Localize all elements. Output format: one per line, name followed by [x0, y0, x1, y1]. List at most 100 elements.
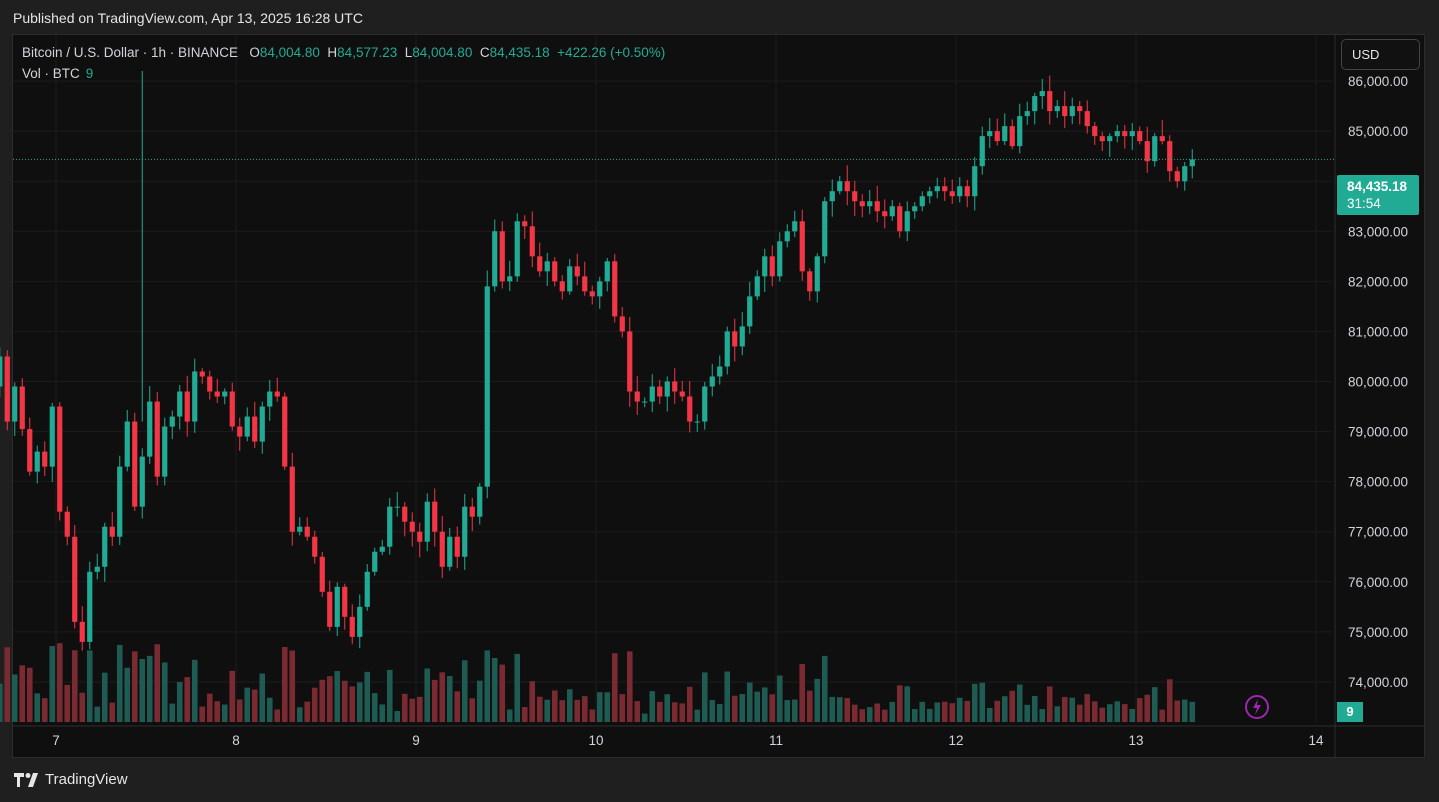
volume-bar — [169, 703, 176, 722]
candle-body — [484, 286, 490, 487]
candle-body — [912, 206, 918, 212]
tradingview-logo[interactable]: TradingView — [14, 771, 128, 788]
candle-body — [1114, 131, 1120, 137]
tradingview-logo-icon — [14, 772, 38, 787]
candle-body — [687, 396, 693, 422]
y-tick-label: 86,000.00 — [1348, 74, 1408, 89]
candle-body — [499, 231, 505, 282]
y-tick-label: 81,000.00 — [1348, 324, 1408, 339]
candle-body — [1002, 126, 1008, 142]
candle-body — [387, 506, 393, 547]
volume-bar — [1024, 704, 1031, 722]
candle-body — [244, 416, 250, 437]
lightning-icon — [1245, 695, 1269, 719]
volume-bar — [229, 670, 236, 722]
volume-bar — [0, 683, 3, 722]
volume-bar — [566, 689, 573, 722]
candle-body — [192, 371, 198, 422]
volume-bar — [544, 699, 551, 722]
y-tick-label: 78,000.00 — [1348, 475, 1408, 490]
candle-body — [739, 326, 745, 347]
candle-body — [529, 226, 535, 257]
volume-bar — [754, 691, 761, 722]
volume-bar — [739, 694, 746, 722]
volume-bar — [454, 691, 461, 722]
volume-bar — [626, 651, 633, 722]
volume-bar — [836, 697, 843, 722]
candle-body — [889, 206, 895, 217]
volume-bar — [1174, 700, 1181, 722]
volume-bar — [926, 708, 933, 722]
volume-bar — [221, 704, 228, 722]
symbol-title[interactable]: Bitcoin / U.S. Dollar · 1h · BINANCE — [22, 45, 239, 60]
candle-body — [537, 256, 543, 272]
volume-bar — [49, 646, 56, 722]
candle-body — [1159, 136, 1165, 142]
candle-body — [34, 451, 40, 472]
volume-bar — [1129, 708, 1136, 722]
volume-bar — [491, 657, 498, 722]
last-volume-label: 9 — [1337, 702, 1363, 722]
volume-bar — [559, 700, 566, 722]
volume-bar — [431, 679, 438, 722]
volume-bar — [941, 701, 948, 722]
candle-body — [1009, 126, 1015, 147]
low-value: 84,004.80 — [412, 45, 473, 60]
candle-body — [477, 486, 483, 517]
candle-body — [979, 136, 985, 167]
volume-bar — [919, 701, 926, 722]
volume-bar — [56, 643, 63, 722]
candle-body — [552, 261, 558, 282]
volume-bar — [281, 646, 288, 722]
candle-body — [49, 406, 55, 467]
x-tick-label: 7 — [52, 733, 60, 748]
volume-bar — [139, 658, 146, 722]
volume-bar — [964, 700, 971, 722]
y-tick-label: 76,000.00 — [1348, 575, 1408, 590]
volume-bar — [409, 698, 416, 722]
last-price-label: 84,435.18 31:54 — [1337, 175, 1419, 215]
candle-body — [282, 396, 288, 467]
candle-body — [507, 276, 513, 282]
volume-bar — [851, 704, 858, 722]
currency-button[interactable]: USD — [1341, 39, 1420, 70]
volume-bar — [521, 707, 528, 722]
candle-body — [304, 526, 310, 537]
candle-body — [1137, 131, 1143, 142]
y-tick-label: 82,000.00 — [1348, 274, 1408, 289]
volume-bar — [679, 703, 686, 722]
candle-body — [1189, 159, 1195, 167]
volume-bar — [634, 701, 641, 722]
volume-bar — [716, 704, 723, 722]
volume-bar — [424, 668, 431, 722]
x-tick-label: 8 — [232, 733, 240, 748]
candle-body — [72, 536, 78, 622]
candle-body — [214, 391, 220, 397]
candle-body — [102, 526, 108, 567]
volume-label[interactable]: Vol · BTC — [22, 66, 80, 81]
candle-body — [439, 531, 445, 567]
candle-body — [867, 201, 873, 207]
candle-body — [462, 506, 468, 557]
candle-body — [807, 271, 813, 292]
candle-body — [1129, 131, 1135, 137]
candle-body — [357, 606, 363, 637]
volume-bar — [889, 701, 896, 722]
candle-body — [859, 201, 865, 207]
volume-bar — [379, 704, 386, 722]
candle-body — [657, 386, 663, 397]
volume-bar — [86, 650, 93, 722]
volume-bar — [11, 674, 18, 722]
volume-bar — [551, 690, 558, 722]
volume-bar — [596, 692, 603, 722]
volume-bar — [124, 667, 131, 722]
candle-body — [4, 356, 10, 422]
x-tick-label: 13 — [1128, 733, 1143, 748]
published-header: Published on TradingView.com, Apr 13, 20… — [13, 10, 363, 26]
volume-bar — [611, 653, 618, 722]
volume-bar — [1181, 699, 1188, 722]
volume-bar — [64, 684, 71, 722]
volume-bar — [574, 699, 581, 722]
volume-bar — [994, 700, 1001, 722]
